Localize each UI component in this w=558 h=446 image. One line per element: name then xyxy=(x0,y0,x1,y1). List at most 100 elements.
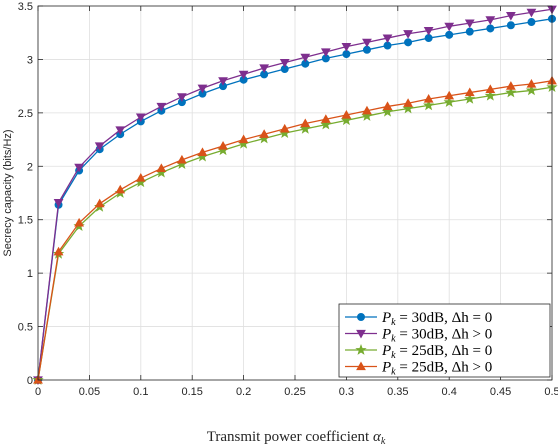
data-point xyxy=(115,184,126,194)
data-point xyxy=(341,43,352,52)
data-point xyxy=(300,53,311,63)
data-point xyxy=(74,163,85,173)
data-point xyxy=(299,122,311,134)
data-point xyxy=(485,84,496,93)
legend-swatch-marker xyxy=(356,329,366,339)
y-tick-label: 0 xyxy=(27,375,33,387)
series-layer xyxy=(32,5,558,386)
series-line xyxy=(37,80,553,381)
data-point xyxy=(423,26,434,36)
data-point xyxy=(444,90,455,100)
y-tick-label: 3.5 xyxy=(18,1,33,13)
data-point xyxy=(53,246,64,256)
data-point xyxy=(279,59,290,68)
legend-label: Pk = 30dB, Δh = 0 xyxy=(381,310,492,328)
data-point xyxy=(320,118,332,130)
data-point xyxy=(300,118,311,128)
legend: Pk = 30dB, Δh = 0Pk = 30dB, Δh > 0Pk = 2… xyxy=(338,303,551,378)
data-point xyxy=(197,147,208,156)
y-tick-label: 1 xyxy=(27,268,33,280)
data-point xyxy=(115,126,126,135)
data-point xyxy=(218,77,228,86)
data-point xyxy=(525,84,538,96)
y-tick-label: 3 xyxy=(27,54,33,66)
data-point xyxy=(135,113,146,123)
legend-entry-4: Pk = 25dB, Δh > 0 xyxy=(345,360,492,378)
data-point xyxy=(259,64,270,73)
data-point xyxy=(341,109,352,119)
y-tick-label: 2.5 xyxy=(18,108,33,120)
data-point xyxy=(53,199,64,208)
data-point xyxy=(465,27,474,36)
data-point xyxy=(485,16,496,25)
data-point xyxy=(484,89,496,101)
legend-entry-2: Pk = 30dB, Δh > 0 xyxy=(345,327,492,345)
legend-label: Pk = 25dB, Δh = 0 xyxy=(381,343,492,361)
data-point xyxy=(177,93,187,102)
y-tick-label: 1.5 xyxy=(18,215,33,227)
legend-entry-3: Pk = 25dB, Δh = 0 xyxy=(345,343,492,361)
data-point xyxy=(526,8,537,18)
data-point xyxy=(506,21,515,30)
x-tick-label: 0.35 xyxy=(387,386,408,398)
data-point xyxy=(505,81,516,90)
y-tick-label: 0.5 xyxy=(18,322,33,334)
series-4 xyxy=(33,75,557,384)
x-tick-label: 0.4 xyxy=(442,386,457,398)
data-point xyxy=(443,96,455,107)
data-point xyxy=(403,98,413,107)
data-point xyxy=(259,129,270,138)
legend-entry-1: Pk = 30dB, Δh = 0 xyxy=(345,310,492,328)
legend-box xyxy=(338,303,551,378)
legend-label: Pk = 30dB, Δh > 0 xyxy=(381,327,492,345)
data-point xyxy=(464,93,476,104)
legend-swatch-marker xyxy=(356,361,366,371)
data-point xyxy=(218,140,228,150)
data-point xyxy=(445,30,454,39)
data-point xyxy=(94,142,105,151)
x-tick-label: 0.15 xyxy=(181,386,202,398)
data-point xyxy=(527,18,536,27)
x-tick-label: 0.1 xyxy=(133,386,148,398)
data-point xyxy=(505,12,516,21)
data-point xyxy=(197,84,208,94)
x-tick-label: 0.05 xyxy=(79,386,100,398)
data-point xyxy=(464,19,475,29)
data-point xyxy=(238,70,249,80)
data-point xyxy=(279,123,290,133)
data-point xyxy=(361,110,373,121)
data-point xyxy=(320,114,331,123)
data-point xyxy=(423,93,434,103)
data-point xyxy=(177,154,187,164)
data-point xyxy=(422,99,435,111)
data-point xyxy=(444,22,455,32)
y-axis-title: Secrecy capacity (bits/Hz) xyxy=(2,129,14,256)
x-tick-label: 0.25 xyxy=(284,386,305,398)
data-point xyxy=(505,86,517,98)
data-point xyxy=(238,134,249,144)
data-point xyxy=(156,163,167,173)
data-point xyxy=(381,105,394,117)
legend-label: Pk = 25dB, Δh > 0 xyxy=(381,360,492,378)
data-point xyxy=(486,24,495,33)
data-point xyxy=(340,114,353,126)
legend-swatch-marker xyxy=(356,312,365,321)
data-point xyxy=(382,101,393,111)
x-axis-title: Transmit power coefficient αk xyxy=(207,429,386,446)
data-point xyxy=(362,38,372,48)
x-tick-label: 0 xyxy=(35,386,41,398)
y-tick-label: 2 xyxy=(27,161,33,173)
data-point xyxy=(135,173,146,182)
x-tick-label: 0.45 xyxy=(490,386,511,398)
data-point xyxy=(402,102,414,114)
data-point xyxy=(94,198,105,208)
data-point xyxy=(362,105,372,115)
x-tick-label: 0.5 xyxy=(544,386,558,398)
data-point xyxy=(526,78,537,88)
data-point xyxy=(156,102,167,112)
axis-ticks: 0 0.05 0.1 0.15 0.2 0.25 0.3 0.35 0.4 0.45 0.5 0 0.5… xyxy=(18,1,558,398)
x-tick-label: 0.2 xyxy=(236,386,251,398)
data-point xyxy=(404,38,413,47)
data-point xyxy=(403,30,413,39)
